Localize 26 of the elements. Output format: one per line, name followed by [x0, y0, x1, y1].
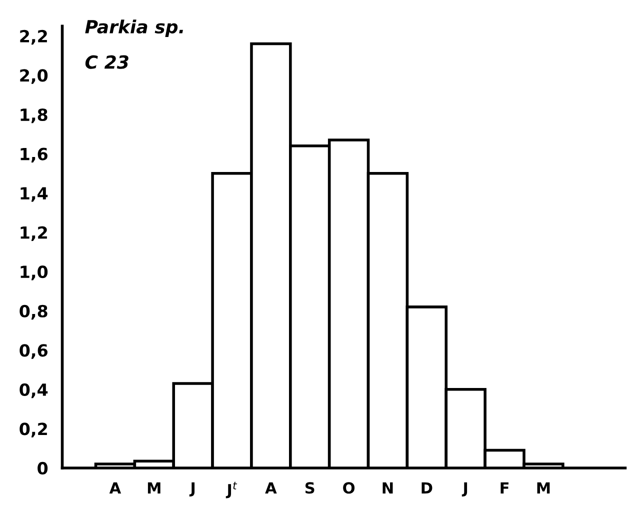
x-tick-label: J$^{t}$: [226, 482, 238, 498]
x-tick-label: N: [382, 482, 393, 494]
x-tick-label: J: [189, 482, 195, 497]
y-tick-label: 1,6: [20, 148, 48, 162]
x-tick-label: M: [148, 482, 160, 494]
y-tick-label: 2,2: [20, 30, 47, 45]
y-tick-label: 1,8: [20, 108, 48, 124]
y-tick-label: 1,4: [20, 187, 48, 202]
y-tick-label: 0,6: [20, 344, 48, 359]
x-tick-label: O: [343, 482, 355, 494]
y-tick-label: 0,4: [20, 383, 48, 398]
chart-title: Parkia sp.: [85, 20, 183, 38]
y-tick-label: 0: [38, 462, 48, 475]
y-tick-label: 0,8: [20, 304, 48, 320]
x-tick-label: S: [305, 482, 314, 494]
x-tick-label: D: [422, 482, 432, 494]
text: C 23: [85, 55, 128, 69]
x-tick-label: M: [537, 482, 550, 494]
x-tick-label: J: [462, 482, 468, 497]
y-tick-label: 0,2: [20, 422, 47, 438]
x-tick-label: A: [265, 482, 277, 494]
y-tick-label: 1,2: [20, 226, 47, 242]
y-tick-label: 2,0: [20, 69, 48, 84]
x-tick-label: A: [109, 482, 122, 494]
y-tick-label: 1,0: [20, 266, 48, 280]
x-tick-label: F: [500, 482, 508, 494]
